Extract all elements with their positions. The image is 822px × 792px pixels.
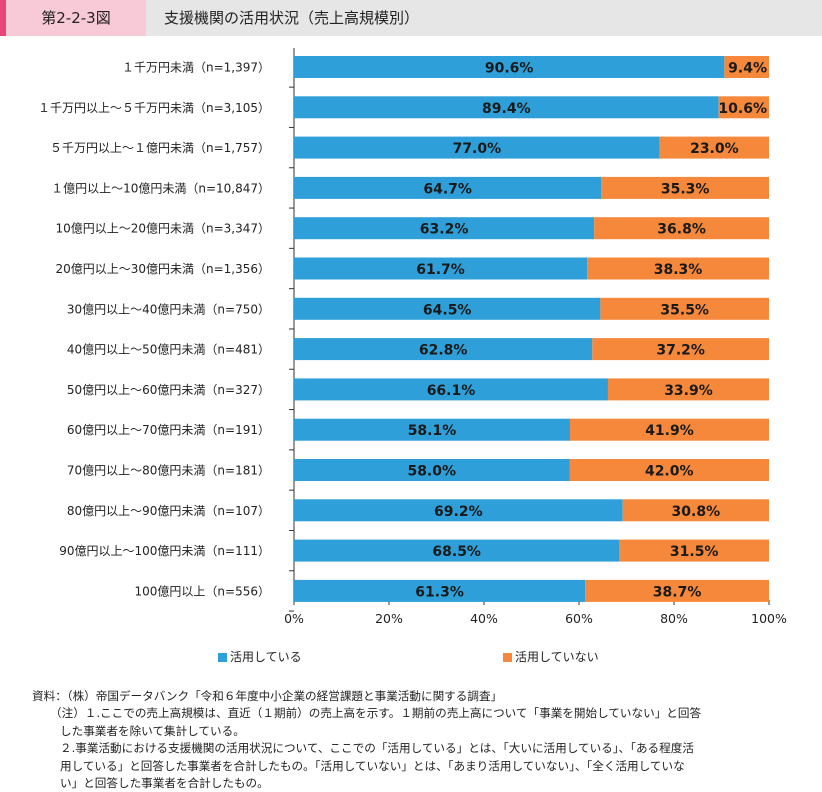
bar-not-using-segment: [619, 539, 769, 562]
stacked-bar-chart: 0% 20% 40% 60% 80% 100% １千万円未満（n=1,397） 90.6% 9.…: [38, 48, 787, 664]
data-label-not-using: 35.3%: [661, 181, 710, 197]
legend-label-using: 活用している: [230, 650, 302, 664]
data-label-using: 89.4%: [482, 101, 531, 117]
bar-not-using-segment: [594, 217, 769, 240]
data-label-not-using: 42.0%: [645, 464, 694, 480]
bar-using-segment: [294, 176, 602, 199]
data-label-using: 77.0%: [453, 141, 502, 157]
x-tick-label: 40%: [470, 611, 498, 626]
category-label: １億円以上～10億円未満（n=10,847）: [51, 181, 270, 195]
data-label-not-using: 35.5%: [660, 302, 709, 318]
notes-block: 資料：（株）帝国データバンク「令和６年度中小企業の経営課題と事業活動に関する調査…: [32, 688, 802, 792]
data-label-using: 64.5%: [423, 302, 472, 318]
bar-not-using-segment: [622, 499, 769, 522]
data-label-using: 58.0%: [407, 464, 456, 480]
data-label-not-using: 23.0%: [690, 141, 739, 157]
data-label-not-using: 38.7%: [653, 584, 702, 600]
note-2-line-1: ２.事業活動における支援機関の活用状況について、ここでの「活用している」とは、「…: [60, 741, 694, 756]
data-label-using: 61.7%: [416, 262, 465, 278]
data-label-using: 58.1%: [408, 423, 457, 439]
note-1-line-2: した事業者を除いて集計している。: [60, 723, 245, 738]
bar-using-segment: [294, 96, 719, 119]
note-2-line-2: 用している」と回答した事業者を合計したもの。「活用していない」とは、「あまり活用…: [60, 758, 685, 773]
legend-swatch-using: [218, 653, 227, 662]
data-label-using: 61.3%: [415, 584, 464, 600]
bar-using-segment: [294, 459, 570, 481]
data-label-using: 63.2%: [420, 222, 469, 238]
data-label-using: 62.8%: [419, 343, 468, 359]
bar-not-using-segment: [569, 418, 769, 441]
category-label: 40億円以上～50億円未満（n=481）: [67, 343, 270, 357]
data-label-using: 66.1%: [427, 383, 476, 399]
category-label: 100億円以上（n=556）: [135, 584, 270, 598]
data-label-not-using: 36.8%: [657, 222, 706, 238]
category-label: 60億円以上～70億円未満（n=191）: [67, 423, 270, 437]
data-label-not-using: 31.5%: [670, 544, 719, 560]
bar-not-using-segment: [601, 176, 769, 199]
category-label: 80億円以上～90億円未満（n=107）: [67, 504, 270, 518]
bar-not-using-segment: [569, 459, 769, 481]
x-tick-label: 20%: [375, 611, 403, 626]
bar-not-using-segment: [659, 136, 769, 159]
legend-swatch-not-using: [503, 653, 512, 662]
data-label-using: 90.6%: [485, 61, 534, 77]
category-label: 50億円以上～60億円未満（n=327）: [67, 383, 270, 397]
bar-using-segment: [294, 579, 586, 602]
note-2-line-3: い」と回答した事業者を合計したもの。: [60, 776, 269, 791]
bar-using-segment: [294, 56, 725, 78]
x-tick-label: 80%: [660, 611, 688, 626]
bar-not-using-segment: [592, 338, 769, 361]
bar-using-segment: [294, 539, 620, 562]
data-label-not-using: 38.3%: [654, 262, 703, 278]
x-tick-label: 100%: [751, 611, 787, 626]
category-label: ５千万円以上～１億円未満（n=1,757）: [50, 141, 270, 155]
bar-using-segment: [294, 136, 660, 159]
bar-using-segment: [294, 378, 608, 401]
category-label: 90億円以上～100億円未満（n=111）: [59, 544, 270, 558]
bar-not-using-segment: [600, 297, 769, 320]
figure-title: 支援機関の活用状況（売上高規模別）: [164, 9, 420, 27]
bar-using-segment: [294, 499, 623, 522]
bar-using-segment: [294, 418, 570, 441]
bar-not-using-segment: [718, 96, 769, 119]
bar-not-using-segment: [585, 579, 769, 602]
figure-header: 第2-2-3図 支援機関の活用状況（売上高規模別）: [0, 0, 822, 36]
data-label-not-using: 41.9%: [645, 423, 694, 439]
category-label: 30億円以上～40億円未満（n=750）: [67, 302, 270, 316]
data-label-using: 68.5%: [432, 544, 481, 560]
data-label-using: 69.2%: [434, 504, 483, 520]
category-label: 10億円以上～20億円未満（n=3,347）: [55, 222, 270, 236]
bar-not-using-segment: [724, 56, 769, 78]
legend-label-not-using: 活用していない: [515, 650, 599, 664]
x-tick-label: 0%: [284, 611, 304, 626]
category-label: 70億円以上～80億円未満（n=181）: [67, 464, 270, 478]
x-tick-label: 60%: [565, 611, 593, 626]
source-note: 資料：（株）帝国データバンク「令和６年度中小企業の経営課題と事業活動に関する調査…: [32, 689, 503, 703]
bar-not-using-segment: [607, 378, 769, 401]
bar-using-segment: [294, 338, 593, 361]
data-label-not-using: 30.8%: [672, 504, 721, 520]
bar-using-segment: [294, 297, 601, 320]
category-label: １千万円以上～５千万円未満（n=3,105）: [38, 101, 270, 115]
data-label-not-using: 37.2%: [656, 343, 705, 359]
bar-using-segment: [294, 257, 588, 280]
note-1-line-1: （注）１.ここでの売上高規模は、直近（１期前）の売上高を示す。１期前の売上高につ…: [50, 706, 702, 721]
data-label-not-using: 10.6%: [718, 101, 767, 117]
data-label-using: 64.7%: [423, 181, 472, 197]
header-accent-bar: [0, 0, 6, 36]
figure-number: 第2-2-3図: [6, 0, 146, 36]
bar-not-using-segment: [587, 257, 769, 280]
data-label-not-using: 33.9%: [664, 383, 713, 399]
data-label-not-using: 9.4%: [728, 61, 767, 77]
bar-using-segment: [294, 217, 595, 240]
category-label: １千万円未満（n=1,397）: [122, 61, 270, 75]
category-label: 20億円以上～30億円未満（n=1,356）: [55, 262, 270, 276]
